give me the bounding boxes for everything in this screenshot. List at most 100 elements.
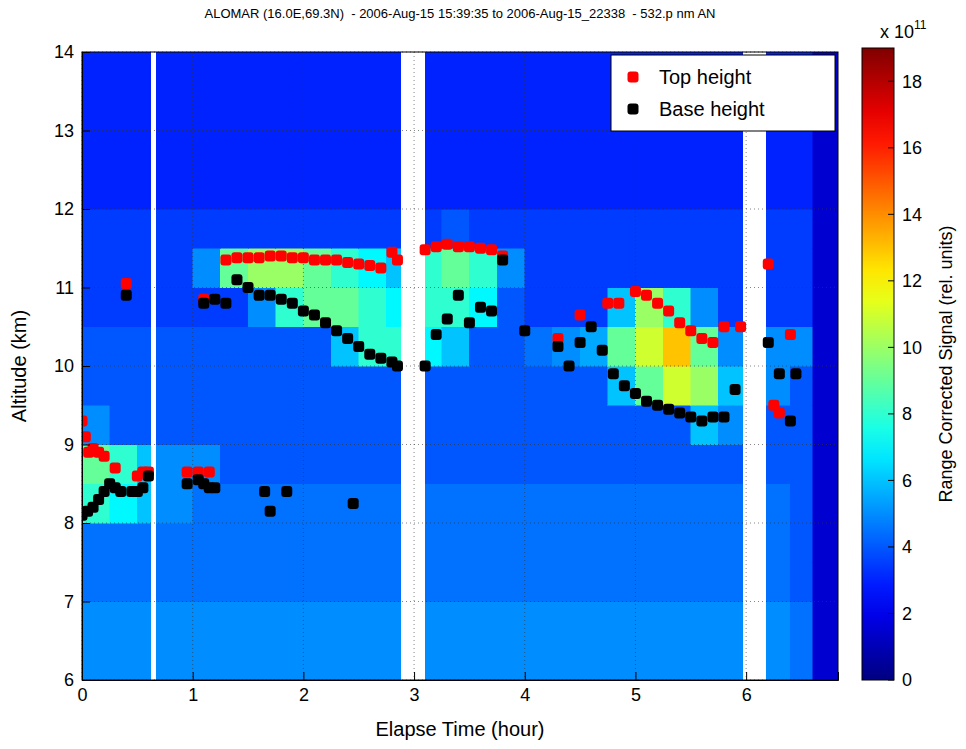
heatmap-cell bbox=[469, 52, 497, 91]
heatmap-cell bbox=[580, 405, 608, 444]
y-tick-label: 14 bbox=[54, 42, 74, 62]
point bbox=[298, 306, 309, 317]
heatmap-cell bbox=[663, 484, 691, 523]
heatmap-cell bbox=[303, 131, 331, 170]
heatmap-cell bbox=[580, 523, 608, 562]
x-tick-mark bbox=[414, 672, 415, 680]
heatmap-cell bbox=[220, 562, 248, 601]
heatmap-cell bbox=[525, 484, 553, 523]
heatmap-cell bbox=[497, 602, 525, 641]
point bbox=[453, 241, 464, 252]
point bbox=[735, 321, 746, 332]
point bbox=[453, 290, 464, 301]
heatmap-cell bbox=[276, 170, 304, 209]
heatmap-cell bbox=[331, 641, 359, 680]
heatmap-cell bbox=[790, 248, 812, 287]
heatmap-cell bbox=[497, 288, 525, 327]
colorbar-tick-label: 0 bbox=[902, 670, 912, 690]
point bbox=[364, 349, 375, 360]
heatmap-cell bbox=[276, 523, 304, 562]
heatmap-cell bbox=[663, 209, 691, 248]
colorbar-multiplier-exponent: 11 bbox=[914, 18, 927, 32]
heatmap-cell bbox=[193, 366, 221, 405]
heatmap-cell bbox=[386, 405, 400, 444]
point bbox=[375, 262, 386, 273]
x-tick: 2 bbox=[299, 672, 309, 705]
point bbox=[442, 313, 453, 324]
heatmap-cell bbox=[193, 288, 221, 327]
heatmap-cell bbox=[718, 209, 742, 248]
point bbox=[420, 244, 431, 255]
heatmap-cell bbox=[303, 327, 331, 366]
heatmap-cell bbox=[156, 602, 193, 641]
x-tick-label: 3 bbox=[410, 685, 420, 705]
point bbox=[730, 384, 741, 395]
heatmap-cell bbox=[442, 170, 470, 209]
heatmap-cell bbox=[663, 641, 691, 680]
point bbox=[115, 486, 126, 497]
colorbar-tick bbox=[888, 280, 894, 281]
x-tick: 5 bbox=[631, 672, 641, 705]
heatmap-cell bbox=[442, 52, 470, 91]
heatmap-cell bbox=[193, 562, 221, 601]
legend-label: Base height bbox=[659, 98, 765, 120]
heatmap-cell bbox=[331, 484, 359, 523]
heatmap-cell bbox=[525, 248, 553, 287]
heatmap-cell bbox=[220, 405, 248, 444]
point bbox=[204, 466, 215, 477]
heatmap-cell bbox=[442, 562, 470, 601]
colorbar-tick-label: 16 bbox=[902, 138, 922, 158]
point bbox=[464, 317, 475, 328]
point bbox=[652, 400, 663, 411]
point bbox=[486, 306, 497, 317]
heatmap-cell bbox=[276, 327, 304, 366]
heatmap-cell bbox=[663, 445, 691, 484]
x-tick: 4 bbox=[520, 672, 530, 705]
heatmap-cell bbox=[790, 288, 812, 327]
colorbar-tick bbox=[888, 480, 894, 481]
heatmap-cell bbox=[580, 91, 608, 130]
heatmap-cell bbox=[248, 327, 276, 366]
heatmap-cell bbox=[331, 52, 359, 91]
point bbox=[763, 258, 774, 269]
heatmap-cell bbox=[386, 170, 400, 209]
point bbox=[342, 333, 353, 344]
heatmap-cell bbox=[552, 91, 580, 130]
heatmap-cell bbox=[552, 288, 580, 327]
heatmap-cell bbox=[359, 641, 387, 680]
grid bbox=[82, 52, 838, 680]
heatmap-cell bbox=[635, 170, 663, 209]
point bbox=[464, 241, 475, 252]
heatmap-cell bbox=[790, 602, 812, 641]
heatmap-cell bbox=[248, 641, 276, 680]
heatmap-cell bbox=[552, 366, 580, 405]
heatmap-cell bbox=[248, 405, 276, 444]
point bbox=[353, 341, 364, 352]
heatmap-cell bbox=[156, 366, 193, 405]
y-tick-mark bbox=[82, 445, 90, 446]
heatmap-cell bbox=[608, 209, 636, 248]
heatmap-cell bbox=[137, 209, 150, 248]
point bbox=[696, 333, 707, 344]
heatmap-cell bbox=[580, 170, 608, 209]
heatmap-cell bbox=[442, 91, 470, 130]
heatmap-cell bbox=[359, 131, 387, 170]
heatmap-cell bbox=[790, 523, 812, 562]
heatmap-cell bbox=[718, 248, 742, 287]
heatmap-cell bbox=[469, 641, 497, 680]
heatmap-cell bbox=[386, 523, 400, 562]
heatmap-cell bbox=[580, 248, 608, 287]
heatmap-cell bbox=[137, 327, 150, 366]
heatmap-cell bbox=[220, 602, 248, 641]
heatmap-cell bbox=[303, 445, 331, 484]
heatmap-cell bbox=[580, 602, 608, 641]
heatmap-cell bbox=[580, 52, 608, 91]
point bbox=[564, 361, 575, 372]
heatmap-cell bbox=[497, 209, 525, 248]
point bbox=[364, 260, 375, 271]
heatmap-cell bbox=[525, 405, 553, 444]
heatmap-cell bbox=[82, 131, 110, 170]
point bbox=[276, 251, 287, 262]
x-tick-label: 6 bbox=[742, 685, 752, 705]
point bbox=[763, 337, 774, 348]
